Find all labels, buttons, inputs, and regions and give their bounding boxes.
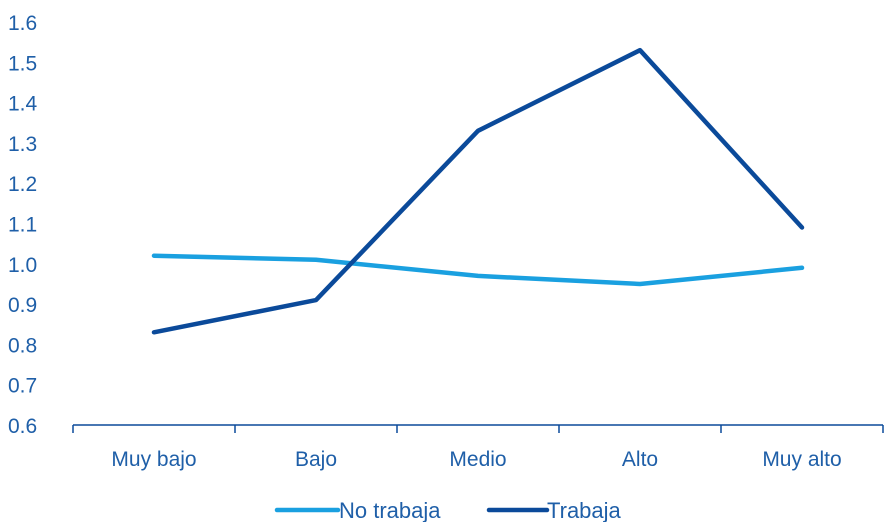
x-axis-labels: Muy bajo Bajo Medio Alto Muy alto <box>111 448 841 471</box>
x-tick-label: Medio <box>449 448 506 471</box>
x-tick-label: Alto <box>622 448 658 471</box>
y-axis-labels: 0.6 0.7 0.8 0.9 1.0 1.1 1.2 1.3 1.4 1.5 1.6 <box>8 12 38 438</box>
x-axis <box>72 424 884 433</box>
series-line-no-trabaja <box>151 253 805 287</box>
legend-label: Trabaja <box>547 498 622 522</box>
y-tick-label: 1.1 <box>8 214 37 237</box>
y-tick-label: 1.6 <box>8 12 37 35</box>
y-tick-label: 0.7 <box>8 375 37 398</box>
series-line-trabaja <box>151 47 805 335</box>
y-tick-label: 0.6 <box>8 415 37 438</box>
y-tick-label: 1.4 <box>8 93 38 116</box>
x-tick-label: Muy alto <box>762 448 841 471</box>
legend: No trabaja Trabaja <box>274 498 622 522</box>
y-tick-label: 1.5 <box>8 52 37 75</box>
y-tick-label: 1.3 <box>8 133 37 156</box>
y-tick-label: 0.8 <box>8 334 37 357</box>
legend-label: No trabaja <box>339 498 441 522</box>
x-tick-label: Bajo <box>295 448 337 471</box>
y-tick-label: 0.9 <box>8 294 37 317</box>
y-tick-label: 1.0 <box>8 254 37 277</box>
x-tick-label: Muy bajo <box>111 448 196 471</box>
series-lines <box>151 47 805 335</box>
y-tick-label: 1.2 <box>8 173 37 196</box>
